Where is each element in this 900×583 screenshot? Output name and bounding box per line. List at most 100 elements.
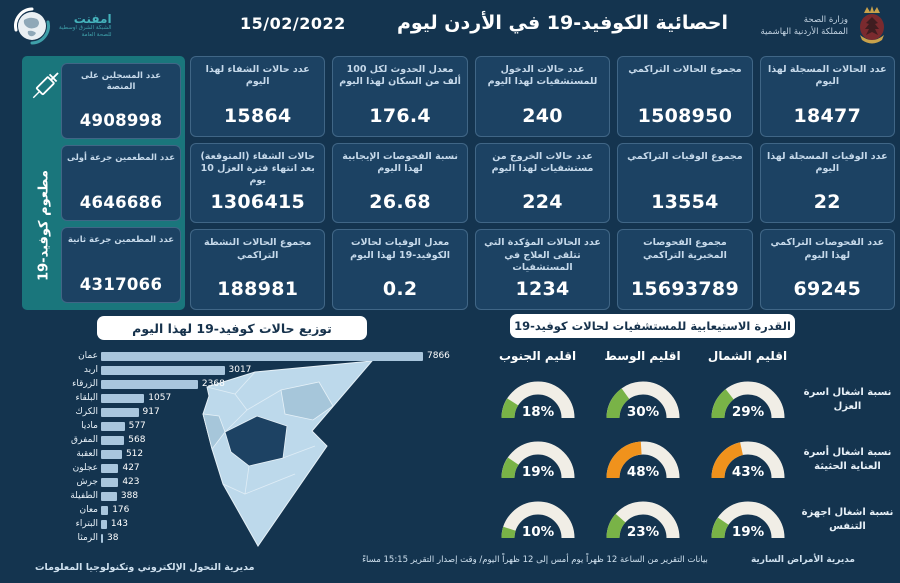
emphnet-logo: امفنت الشبكة الشرق اوسطية للصحة العامة [10, 4, 112, 48]
bar-value-label: 917 [142, 407, 160, 417]
bar-row: معان 176 [52, 503, 442, 517]
gauge-0-2: 18% [493, 376, 583, 424]
bar-row: اربد 3017 [52, 363, 442, 377]
stat-card: عدد حالات الدخول للمستشفيات لهذا اليوم 24… [474, 56, 611, 137]
distribution-title-badge: توزيع حالات كوفيد-19 لهذا اليوم [97, 316, 367, 340]
bar-row: البلقاء 1057 [52, 391, 442, 405]
bar-category-label: الزرقاء [72, 379, 98, 389]
bar-value-label: 512 [125, 449, 144, 459]
ministry-text: وزارة الصحة المملكة الأردنية الهاشمية [761, 14, 848, 39]
stat-value: 0.2 [382, 277, 418, 300]
stat-card: عدد حالات الخروج من مستشفيات لهذا اليوم 2… [474, 142, 611, 224]
stat-label: حالات الشفاء (المتوقعة) بعد انتهاء فترة … [200, 150, 315, 187]
gauge-arc: 29% [711, 381, 784, 420]
stat-card: معدل الحدوث لكل 100 ألف من السكان لهذا ا… [332, 56, 468, 137]
org-name: امفنت [73, 11, 112, 26]
bar-category-label: اربد [83, 365, 98, 375]
stat-label: عدد الفحوصات التراكمي لهذا اليوم [770, 237, 885, 261]
bar [101, 533, 103, 543]
stat-value: 69245 [793, 277, 862, 300]
bar-value-label: 427 [122, 463, 140, 473]
gauge-percent-label: 30% [626, 404, 659, 420]
syringe-icon [32, 72, 59, 99]
gauge-0-0: 29% [703, 376, 793, 424]
jordan-coat-of-arms-icon [860, 6, 884, 44]
bar-row: عجلون 427 [52, 461, 442, 475]
bar [101, 477, 119, 487]
bar-row: عمان 7866 [52, 349, 450, 363]
bar-row: جرش 423 [52, 475, 442, 489]
ministry-kingdom: المملكة الأردنية الهاشمية [760, 27, 848, 37]
gauge-arc: 19% [501, 441, 574, 480]
ministry-logo-block: وزارة الصحة المملكة الأردنية الهاشمية [761, 5, 890, 47]
stat-value: 4908998 [79, 111, 163, 130]
gauge-percent-label: 18% [521, 404, 554, 420]
globe-icon [14, 7, 50, 45]
hospital-capacity-section: القدرة الاستيعابية للمستشفيات لحالات كوف… [450, 312, 895, 557]
stat-value: 18477 [793, 104, 862, 127]
bar-value-label: 7866 [427, 351, 450, 361]
gauge-arc: 30% [606, 381, 679, 420]
stat-card: عدد الوفيات المسجلة لهذا اليوم 22 [759, 142, 895, 224]
gauge-percent-label: 29% [731, 404, 764, 420]
bar-category-label: عجلون [72, 463, 98, 473]
stat-card: مجموع الحالات التراكمي 1508950 [617, 56, 753, 137]
bar [101, 379, 198, 389]
bar-category-label: الكرك [75, 407, 98, 417]
bar-category-label: المفرق [71, 435, 98, 445]
covid-stats-grid: عدد الحالات المسجلة لهذا اليوم 18477 مجموع… [190, 56, 895, 310]
bar-category-label: عمان [78, 351, 98, 361]
stat-label: نسبة الفحوصات الإيجابية لهذا اليوم [342, 150, 458, 174]
cases-distribution-section: توزيع حالات كوفيد-19 لهذا اليوم عمان 7866… [22, 312, 450, 567]
bar-value-label: 577 [128, 421, 146, 431]
bar-row: العقبة 512 [52, 447, 442, 461]
gauge-percent-label: 19% [731, 524, 764, 540]
stat-label: عدد الحالات المسجلة لهذا اليوم [768, 64, 887, 88]
bar-value-label: 176 [112, 505, 130, 515]
stat-value: 1234 [515, 277, 570, 300]
footer-report-time-note: بيانات التقرير من الساعة 12 ظهراً يوم أم… [362, 555, 708, 565]
gauge-arc: 48% [606, 441, 679, 480]
bar-category-label: ماديا [81, 421, 98, 431]
bar-row: الطفيلة 388 [52, 489, 442, 503]
bar-row: الكرك 917 [52, 405, 442, 419]
bar [101, 449, 122, 459]
bar-category-label: الطفيلة [70, 491, 98, 501]
bar-value-label: 143 [110, 519, 129, 529]
gauge-1-1: 48% [598, 436, 688, 484]
stat-card: عدد الحالات المؤكدة التي تتلقى العلاج في… [474, 229, 611, 310]
stat-value: 188981 [217, 277, 299, 300]
org-subtitle-2: للصحة العامة [81, 32, 112, 38]
bar [101, 351, 423, 361]
stat-label: عدد المطعمين جرعة ثانية [67, 235, 175, 245]
footer-it-directorate: مديرية التحول الإلكتروني وتكنولوجيا المع… [35, 562, 255, 573]
bar [101, 393, 145, 403]
bar-value-label: 1057 [148, 393, 172, 403]
gauge-1-2: 19% [493, 436, 583, 484]
stat-value: 1508950 [637, 104, 733, 127]
stat-card: عدد الفحوصات التراكمي لهذا اليوم 69245 [759, 229, 895, 310]
stat-value: 224 [522, 191, 563, 214]
stat-value: 240 [522, 104, 563, 127]
region-header: اقليم الجنوب [498, 349, 577, 363]
bar-row: الزرقاء 2368 [52, 377, 442, 391]
header: امفنت الشبكة الشرق اوسطية للصحة العامة 1… [0, 0, 900, 52]
stat-card: معدل الوفيات لحالات الكوفيد-19 لهذا اليو… [332, 229, 468, 310]
bar-row: ماديا 577 [52, 419, 442, 433]
bar [101, 421, 125, 431]
stat-value: 1306415 [210, 191, 306, 214]
bar-value-label: 38 [107, 533, 119, 543]
bar-category-label: الرمثا [77, 533, 99, 543]
stat-card: عدد حالات الشفاء لهذا اليوم 15864 [190, 56, 326, 137]
gauge-1-0: 43% [703, 436, 793, 484]
bar [101, 463, 119, 473]
bar-value-label: 423 [122, 477, 140, 487]
jordan-map [202, 360, 374, 547]
stat-label: عدد المسجلين على المنصة [80, 71, 162, 93]
bar [101, 505, 109, 515]
bar-category-label: العقبة [76, 449, 98, 459]
governorate-bar-chart: عمان 7866 اربد 3017 الزرقاء 2368 البلقاء 1057 ال… [52, 349, 450, 545]
gauge-arc: 23% [606, 501, 679, 540]
stat-label: مجموع الفحوصات المخبرية التراكمي [642, 237, 727, 261]
stat-label: مجموع الوفيات التراكمي [627, 150, 743, 162]
